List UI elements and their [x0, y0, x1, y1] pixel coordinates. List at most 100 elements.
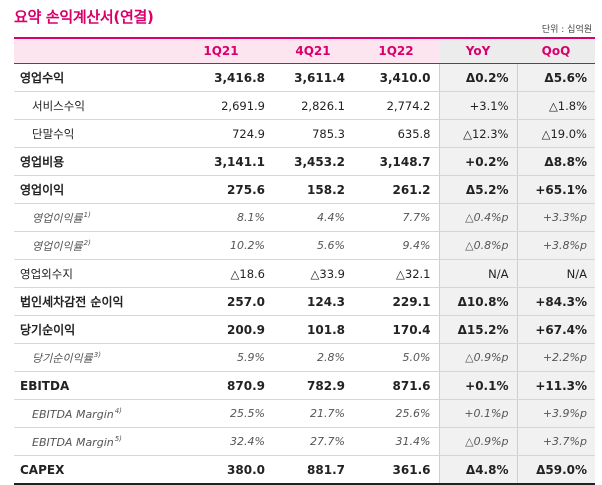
- cell-qoq: N/A: [516, 259, 595, 288]
- cell-yoy: Δ10.8%: [438, 287, 517, 316]
- row-label-text: 영업비용: [20, 155, 65, 169]
- cell-yoy: △0.4%p: [438, 203, 517, 232]
- cell-1q21: 275.6: [169, 175, 273, 204]
- row-label-text: 영업외수지: [20, 266, 73, 281]
- cell-1q21: 257.0: [169, 287, 273, 316]
- cell-qoq: +2.2%p: [516, 343, 595, 372]
- cell-qoq: +11.3%: [516, 371, 595, 400]
- cell-yoy: +0.1%: [438, 371, 517, 400]
- cell-4q21: 158.2: [273, 175, 353, 204]
- footnote-marker: 3): [93, 350, 101, 359]
- cell-yoy: Δ4.8%: [438, 455, 517, 485]
- cell-1q22: 31.4%: [353, 427, 439, 456]
- page-title: 요약 손익계산서(연결): [14, 8, 154, 26]
- cell-yoy: △0.9%p: [438, 427, 517, 456]
- cell-1q22: 25.6%: [353, 399, 439, 428]
- cell-yoy: Δ0.2%: [438, 63, 517, 92]
- row-label: 단말수익: [14, 119, 169, 148]
- row-label: EBITDA Margin4): [14, 399, 169, 428]
- cell-1q21: 870.9: [169, 371, 273, 400]
- cell-1q22: 361.6: [353, 455, 439, 485]
- cell-qoq: +67.4%: [516, 315, 595, 344]
- cell-1q22: 3,410.0: [353, 63, 439, 92]
- row-label: 서비스수익: [14, 91, 169, 120]
- table-row: EBITDA 870.9 782.9 871.6 +0.1% +11.3%: [14, 371, 595, 400]
- cell-4q21: 5.6%: [273, 231, 353, 260]
- header-1q22: 1Q22: [353, 37, 439, 64]
- cell-yoy: Δ15.2%: [438, 315, 517, 344]
- row-label: 당기순이익률3): [14, 343, 169, 372]
- row-label-text: 단말수익: [32, 126, 75, 141]
- row-label-text: CAPEX: [20, 462, 65, 477]
- cell-qoq: △19.0%: [516, 119, 595, 148]
- cell-yoy: △12.3%: [438, 119, 517, 148]
- cell-4q21: △33.9: [273, 259, 353, 288]
- cell-1q21: 3,416.8: [169, 63, 273, 92]
- footnote-marker: 5): [114, 434, 122, 443]
- cell-4q21: 3,453.2: [273, 147, 353, 176]
- footnote-marker: 4): [114, 406, 122, 415]
- cell-yoy: △0.9%p: [438, 343, 517, 372]
- row-label: 당기순이익: [14, 315, 169, 344]
- row-label: 법인세차감전 순이익: [14, 287, 169, 316]
- row-label-text: 영업수익: [20, 71, 65, 85]
- row-label: 영업이익률1): [14, 203, 169, 232]
- cell-1q21: 25.5%: [169, 399, 273, 428]
- cell-qoq: +84.3%: [516, 287, 595, 316]
- row-label: 영업외수지: [14, 259, 169, 288]
- row-label: 영업비용: [14, 147, 169, 176]
- cell-4q21: 3,611.4: [273, 63, 353, 92]
- row-label: EBITDA Margin5): [14, 427, 169, 456]
- cell-1q22: 261.2: [353, 175, 439, 204]
- cell-1q22: 5.0%: [353, 343, 439, 372]
- row-label-text: EBITDA Margin: [32, 407, 114, 421]
- cell-4q21: 124.3: [273, 287, 353, 316]
- cell-1q22: 871.6: [353, 371, 439, 400]
- table-row: EBITDA Margin4) 25.5% 21.7% 25.6% +0.1%p +3.9…: [14, 399, 595, 428]
- cell-4q21: 101.8: [273, 315, 353, 344]
- table-row: 단말수익 724.9 785.3 635.8 △12.3% △19.0%: [14, 119, 595, 148]
- cell-qoq: +3.3%p: [516, 203, 595, 232]
- cell-4q21: 27.7%: [273, 427, 353, 456]
- cell-1q21: 5.9%: [169, 343, 273, 372]
- cell-1q22: 635.8: [353, 119, 439, 148]
- cell-1q22: 3,148.7: [353, 147, 439, 176]
- row-label-text: 당기순이익률: [32, 351, 93, 365]
- row-label-text: EBITDA: [20, 378, 70, 393]
- row-label: 영업이익: [14, 175, 169, 204]
- cell-1q21: △18.6: [169, 259, 273, 288]
- cell-yoy: +0.1%p: [438, 399, 517, 428]
- cell-qoq: +3.8%p: [516, 231, 595, 260]
- cell-1q21: 8.1%: [169, 203, 273, 232]
- header-row: 1Q21 4Q21 1Q22 YoY QoQ: [14, 37, 595, 64]
- cell-yoy: Δ5.2%: [438, 175, 517, 204]
- cell-qoq: +65.1%: [516, 175, 595, 204]
- cell-1q22: 2,774.2: [353, 91, 439, 120]
- cell-1q21: 10.2%: [169, 231, 273, 260]
- cell-1q21: 724.9: [169, 119, 273, 148]
- table-row: 영업비용 3,141.1 3,453.2 3,148.7 +0.2% Δ8.8%: [14, 147, 595, 176]
- cell-4q21: 2.8%: [273, 343, 353, 372]
- table-row: 영업이익률2) 10.2% 5.6% 9.4% △0.8%p +3.8%p: [14, 231, 595, 260]
- table-row: CAPEX 380.0 881.7 361.6 Δ4.8% Δ59.0%: [14, 455, 595, 485]
- cell-1q22: △32.1: [353, 259, 439, 288]
- cell-1q21: 380.0: [169, 455, 273, 485]
- cell-1q21: 2,691.9: [169, 91, 273, 120]
- table-row: EBITDA Margin5) 32.4% 27.7% 31.4% △0.9%p +3.7…: [14, 427, 595, 456]
- row-label-text: 영업이익률: [32, 211, 83, 225]
- table-row: 법인세차감전 순이익 257.0 124.3 229.1 Δ10.8% +84.3%: [14, 287, 595, 316]
- cell-qoq: △1.8%: [516, 91, 595, 120]
- row-label-text: 당기순이익: [20, 323, 76, 337]
- row-label-text: 영업이익: [20, 183, 65, 197]
- cell-1q22: 9.4%: [353, 231, 439, 260]
- header-1q21: 1Q21: [169, 37, 273, 64]
- cell-yoy: +3.1%: [438, 91, 517, 120]
- row-label-text: 서비스수익: [32, 98, 85, 113]
- row-label: 영업수익: [14, 63, 169, 92]
- footnote-marker: 1): [83, 210, 91, 219]
- cell-1q21: 3,141.1: [169, 147, 273, 176]
- header-blank: [14, 37, 169, 64]
- cell-yoy: △0.8%p: [438, 231, 517, 260]
- cell-4q21: 881.7: [273, 455, 353, 485]
- unit-label: 단위 : 십억원: [541, 25, 592, 35]
